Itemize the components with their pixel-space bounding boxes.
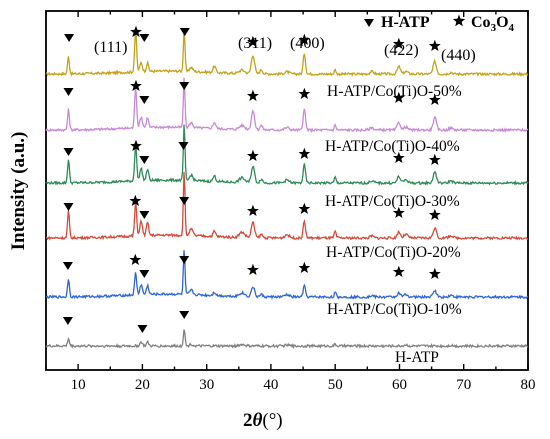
legend-co-sub1: 3 — [491, 22, 497, 34]
x-tick-label: 30 — [199, 377, 214, 393]
triangle-down-icon — [64, 34, 75, 42]
star-icon — [392, 151, 405, 163]
triangle-down-icon — [62, 262, 73, 270]
peak-label-400: (400) — [290, 35, 325, 52]
x-tick-label: 10 — [71, 377, 86, 393]
star-icon — [129, 194, 142, 206]
star-icon — [298, 261, 311, 273]
series-line-1 — [46, 29, 528, 77]
star-icon — [298, 33, 311, 45]
star-icon — [130, 139, 142, 151]
triangle-down-icon — [63, 203, 74, 211]
triangle-down-icon — [179, 311, 190, 319]
y-axis-title: Intensity (a.u.) — [8, 132, 29, 251]
tick-layer: 10 20 30 40 50 60 70 80 — [45, 11, 536, 393]
peak-label-440: (440) — [441, 47, 476, 64]
star-icon — [298, 202, 311, 214]
triangle-down-icon — [179, 256, 190, 264]
star-icon — [247, 204, 259, 216]
star-icon — [130, 79, 142, 91]
series-line-5 — [45, 250, 529, 300]
series-line-4 — [45, 172, 529, 241]
legend-co-o: O — [496, 14, 508, 31]
legend-label-h-atp: H-ATP — [381, 14, 430, 31]
x-axis-title: 2θ(°) — [243, 410, 283, 431]
star-icon — [392, 265, 405, 277]
series-label-h-atp: H-ATP — [395, 349, 439, 366]
star-icon — [298, 147, 311, 159]
triangle-down-icon — [139, 96, 150, 104]
legend-triangle-down-icon — [364, 19, 374, 27]
series-label-20: H-ATP/Co(Ti)O-20% — [326, 244, 461, 261]
star-icon — [428, 153, 441, 165]
marker-layer — [62, 25, 441, 333]
series-label-10: H-ATP/Co(Ti)O-10% — [327, 301, 462, 318]
star-icon — [247, 89, 259, 101]
triangle-down-icon — [178, 142, 189, 150]
legend-co-sub2: 4 — [509, 22, 515, 34]
star-icon — [428, 267, 441, 279]
series-layer — [45, 29, 529, 350]
triangle-down-icon — [179, 28, 190, 36]
star-icon — [428, 208, 441, 220]
triangle-down-icon — [179, 197, 190, 205]
legend-label-co3o4: Co3O4 — [471, 14, 515, 34]
series-line-2 — [45, 77, 529, 133]
peak-label-311: (311) — [238, 35, 272, 52]
x-tick-label: 40 — [263, 377, 278, 393]
star-icon — [392, 206, 405, 218]
x-tick-label: 50 — [328, 377, 343, 393]
series-label-40: H-ATP/Co(Ti)O-40% — [325, 138, 460, 155]
star-icon — [247, 263, 259, 275]
x-tick-label: 70 — [456, 377, 471, 393]
triangle-down-icon — [137, 325, 148, 333]
star-icon — [428, 39, 441, 51]
star-icon — [129, 253, 142, 265]
triangle-down-icon — [139, 156, 150, 164]
triangle-down-icon — [63, 148, 74, 156]
star-icon — [392, 37, 405, 49]
legend-star-icon — [452, 14, 466, 27]
triangle-down-icon — [139, 270, 150, 278]
triangle-down-icon — [62, 317, 73, 325]
x-tick-label: 20 — [135, 377, 150, 393]
series-label-50: H-ATP/Co(Ti)O-50% — [327, 83, 462, 100]
star-icon — [247, 149, 259, 161]
x-tick-label: 60 — [392, 377, 407, 393]
legend: H-ATP Co3O4 — [364, 14, 515, 34]
star-icon — [392, 91, 405, 103]
star-icon — [428, 93, 441, 105]
triangle-down-icon — [139, 34, 150, 42]
triangle-down-icon — [63, 88, 74, 96]
star-icon — [247, 35, 259, 47]
series-line-6 — [45, 329, 529, 350]
legend-co-text: Co — [471, 14, 491, 31]
plot-frame — [45, 10, 529, 371]
star-icon — [130, 25, 142, 37]
peak-label-422: (422) — [384, 42, 419, 59]
series-line-3 — [45, 124, 529, 186]
series-label-30: H-ATP/Co(Ti)O-30% — [325, 193, 460, 210]
triangle-down-icon — [179, 82, 190, 90]
star-icon — [298, 87, 311, 99]
peak-index-labels: (111) (311) (400) (422) (440) — [94, 35, 476, 64]
triangle-down-icon — [139, 211, 150, 219]
series-labels: H-ATP/Co(Ti)O-50% H-ATP/Co(Ti)O-40% H-AT… — [325, 83, 462, 366]
peak-label-111: (111) — [94, 39, 127, 56]
x-tick-label: 80 — [521, 377, 536, 393]
